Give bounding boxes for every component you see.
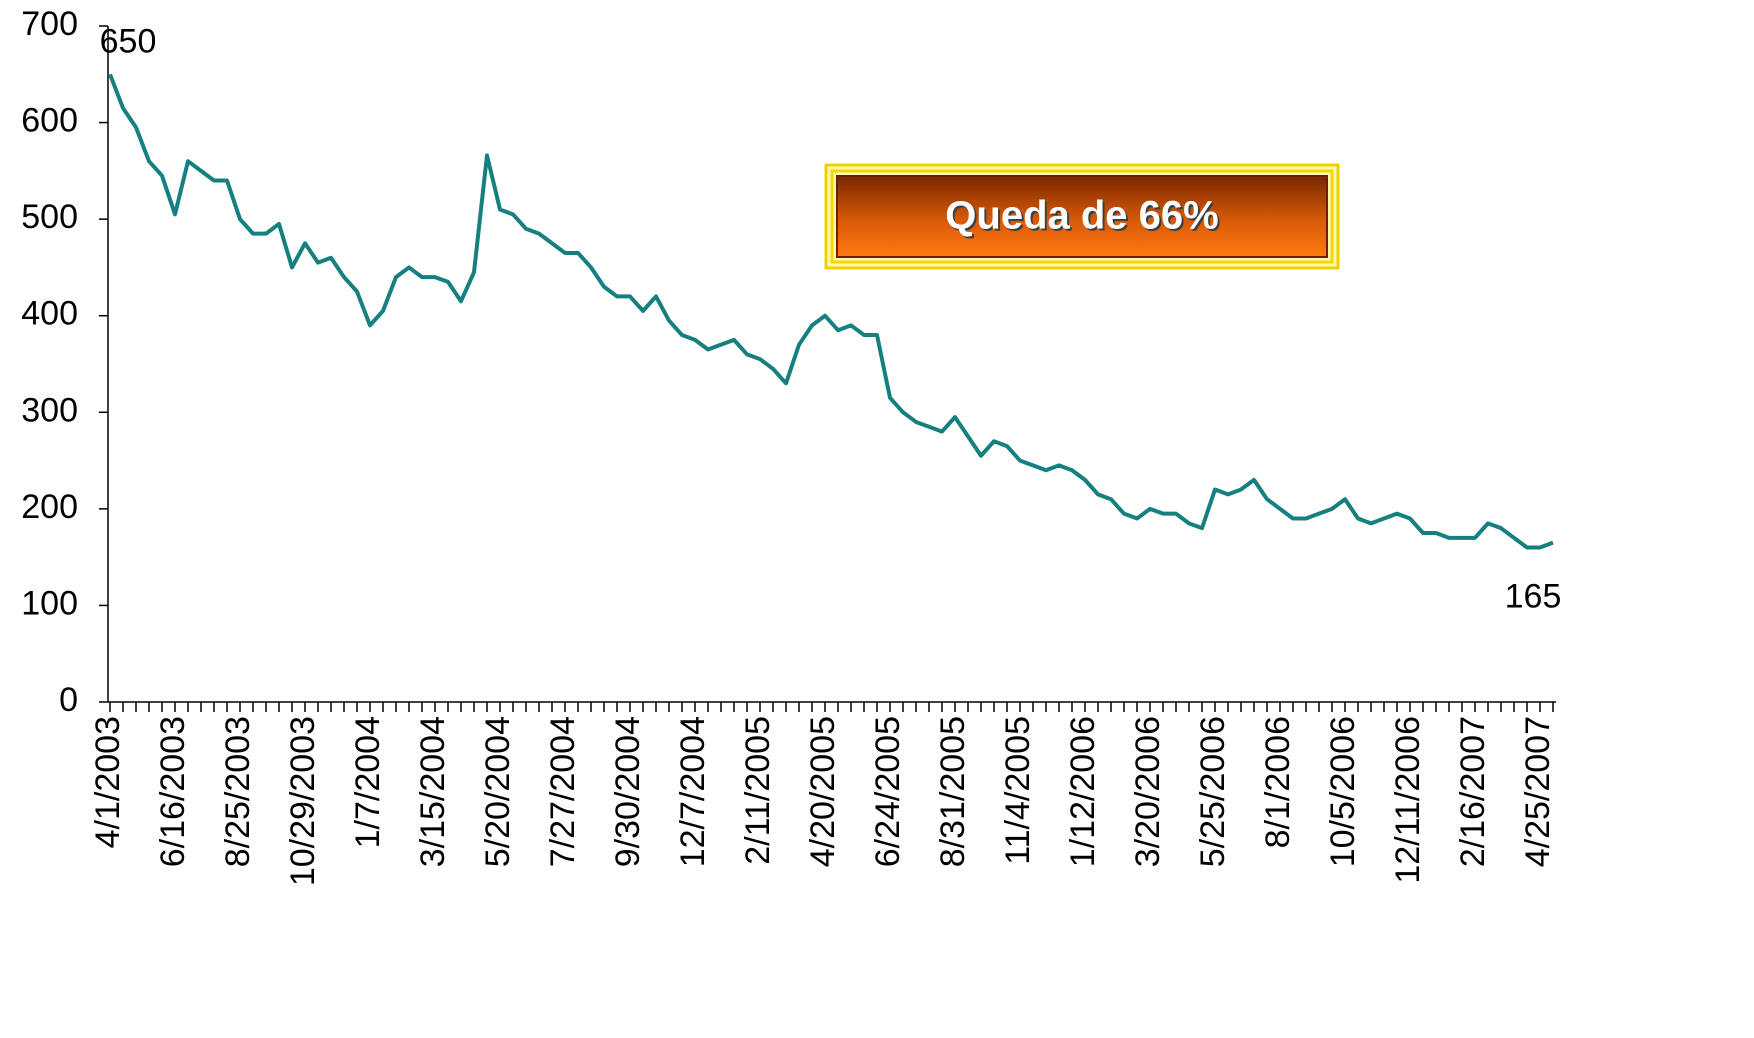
y-tick-label: 300 bbox=[21, 391, 78, 429]
annotation-text: Queda de 66% bbox=[945, 194, 1218, 238]
peak-label: 650 bbox=[100, 22, 157, 60]
x-tick-label: 2/11/2005 bbox=[739, 716, 777, 865]
x-tick-label: 3/20/2006 bbox=[1129, 716, 1167, 867]
x-tick-label: 6/16/2003 bbox=[154, 716, 192, 867]
annotation-box: Queda de 66% Queda de 66% bbox=[824, 163, 1340, 270]
x-tick-label: 2/16/2007 bbox=[1454, 716, 1492, 867]
x-tick-label: 8/31/2005 bbox=[934, 716, 972, 867]
x-tick-label: 1/12/2006 bbox=[1064, 716, 1102, 867]
x-tick-label: 9/30/2004 bbox=[609, 716, 647, 867]
y-tick-label: 400 bbox=[21, 295, 78, 333]
x-tick-label: 11/4/2005 bbox=[999, 716, 1037, 865]
x-tick-label: 4/25/2007 bbox=[1519, 716, 1557, 867]
x-tick-label: 10/29/2003 bbox=[284, 716, 322, 886]
x-tick-label: 4/1/2003 bbox=[89, 716, 127, 848]
x-tick-label: 6/24/2005 bbox=[869, 716, 907, 867]
x-tick-label: 3/15/2004 bbox=[414, 716, 452, 867]
x-tick-label: 5/25/2006 bbox=[1194, 716, 1232, 867]
x-tick-label: 5/20/2004 bbox=[479, 716, 517, 867]
y-tick-label: 0 bbox=[59, 681, 78, 719]
y-tick-label: 700 bbox=[21, 5, 78, 43]
x-tick-label: 12/7/2004 bbox=[674, 716, 712, 867]
x-tick-label: 7/27/2004 bbox=[544, 716, 582, 867]
x-tick-label: 8/1/2006 bbox=[1259, 716, 1297, 848]
y-tick-label: 200 bbox=[21, 488, 78, 526]
annotation-shadow: Queda de 66% bbox=[947, 196, 1220, 240]
x-tick-label: 1/7/2004 bbox=[349, 716, 387, 848]
line-series bbox=[108, 73, 1554, 550]
x-tick-label: 12/11/2006 bbox=[1389, 716, 1427, 884]
end-label: 165 bbox=[1505, 578, 1562, 616]
x-tick-label: 4/20/2005 bbox=[804, 716, 842, 867]
y-tick-label: 500 bbox=[21, 198, 78, 236]
y-tick-label: 100 bbox=[21, 584, 78, 622]
y-tick-label: 600 bbox=[21, 102, 78, 140]
x-tick-label: 10/5/2006 bbox=[1324, 716, 1362, 867]
x-tick-label: 8/25/2003 bbox=[219, 716, 257, 867]
